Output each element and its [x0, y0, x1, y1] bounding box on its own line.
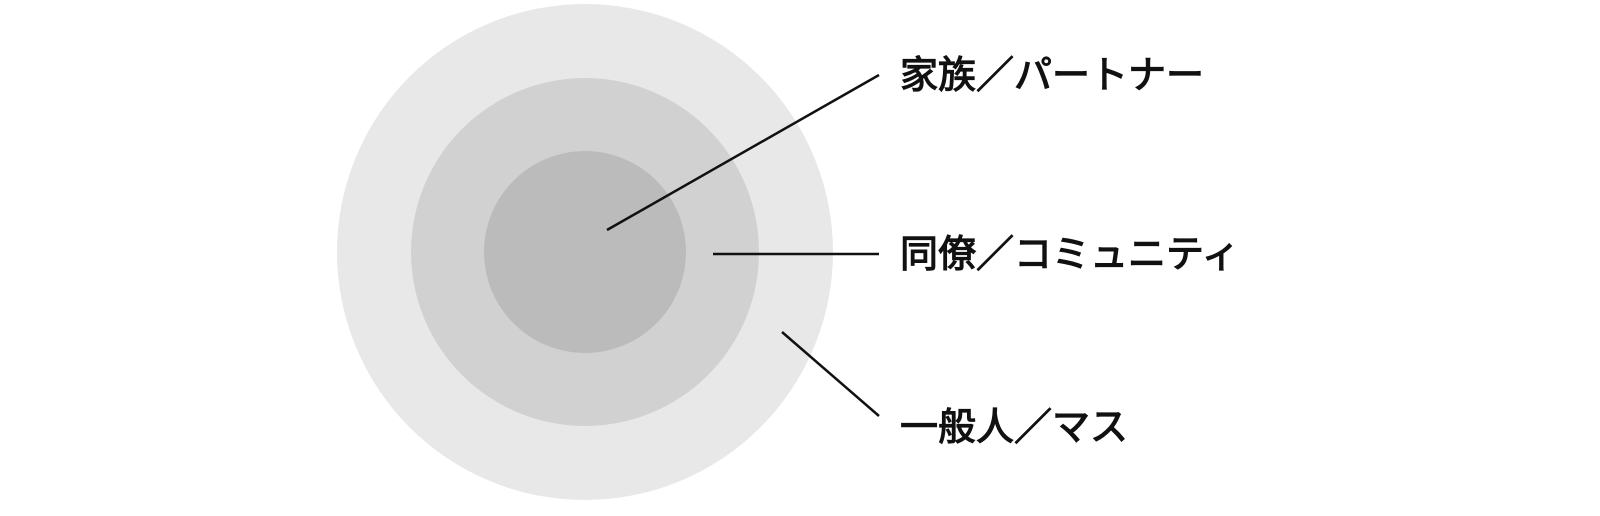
label-general-public-mass: 一般人／マス	[900, 405, 1129, 449]
inner-leader-line	[606, 73, 880, 232]
outer-leader-line	[781, 331, 880, 417]
inner-circle	[484, 151, 686, 353]
label-colleague-community: 同僚／コミュニティ	[900, 232, 1240, 276]
label-family-partner: 家族／パートナー	[900, 53, 1205, 97]
